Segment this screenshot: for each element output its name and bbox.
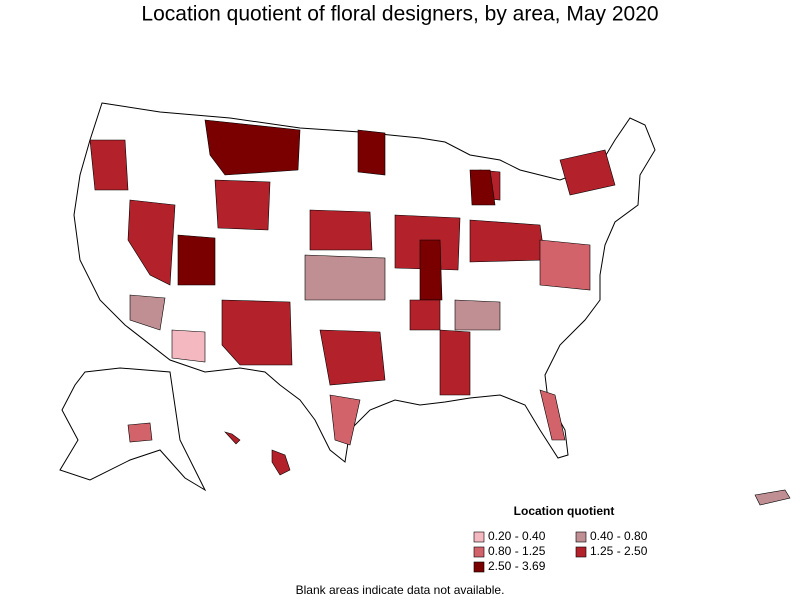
- hawaii: [224, 431, 241, 445]
- region: [469, 219, 546, 263]
- region: [419, 239, 443, 301]
- region: [129, 294, 166, 331]
- map-title: Location quotient of floral designers, b…: [141, 3, 658, 26]
- region: [221, 299, 293, 366]
- region: [409, 299, 441, 331]
- region: [171, 329, 206, 363]
- region: [454, 299, 501, 331]
- region: [304, 254, 386, 301]
- footnote: Blank areas indicate data not available.: [296, 583, 505, 597]
- legend-swatch: [575, 546, 587, 558]
- legend-label: 0.40 - 0.80: [590, 529, 648, 543]
- region: [204, 119, 301, 176]
- puerto-rico: [754, 489, 791, 506]
- region: [309, 209, 373, 251]
- legend-label: 2.50 - 3.69: [488, 559, 546, 573]
- legend: 0.20 - 0.40 0.40 - 0.80 0.80 - 1.25 1.25 - …: [473, 529, 648, 573]
- region: [89, 139, 129, 191]
- region: [469, 169, 496, 206]
- region: [319, 329, 386, 386]
- legend-swatch: [473, 561, 485, 573]
- region: [329, 394, 361, 446]
- hawaii: [271, 449, 291, 476]
- legend-title: Location quotient: [514, 504, 615, 518]
- legend-label: 1.25 - 2.50: [590, 544, 648, 558]
- legend-label: 0.80 - 1.25: [488, 544, 546, 558]
- region: [439, 329, 471, 396]
- region: [559, 149, 616, 196]
- map: [59, 102, 791, 506]
- region: [177, 234, 216, 286]
- region: [539, 239, 591, 291]
- region: [127, 199, 176, 286]
- legend-swatch: [473, 546, 485, 558]
- region: [127, 422, 153, 443]
- region: [357, 129, 386, 176]
- region: [539, 389, 566, 441]
- legend-label: 0.20 - 0.40: [488, 529, 546, 543]
- legend-swatch: [473, 531, 485, 543]
- legend-swatch: [575, 531, 587, 543]
- region: [214, 179, 271, 231]
